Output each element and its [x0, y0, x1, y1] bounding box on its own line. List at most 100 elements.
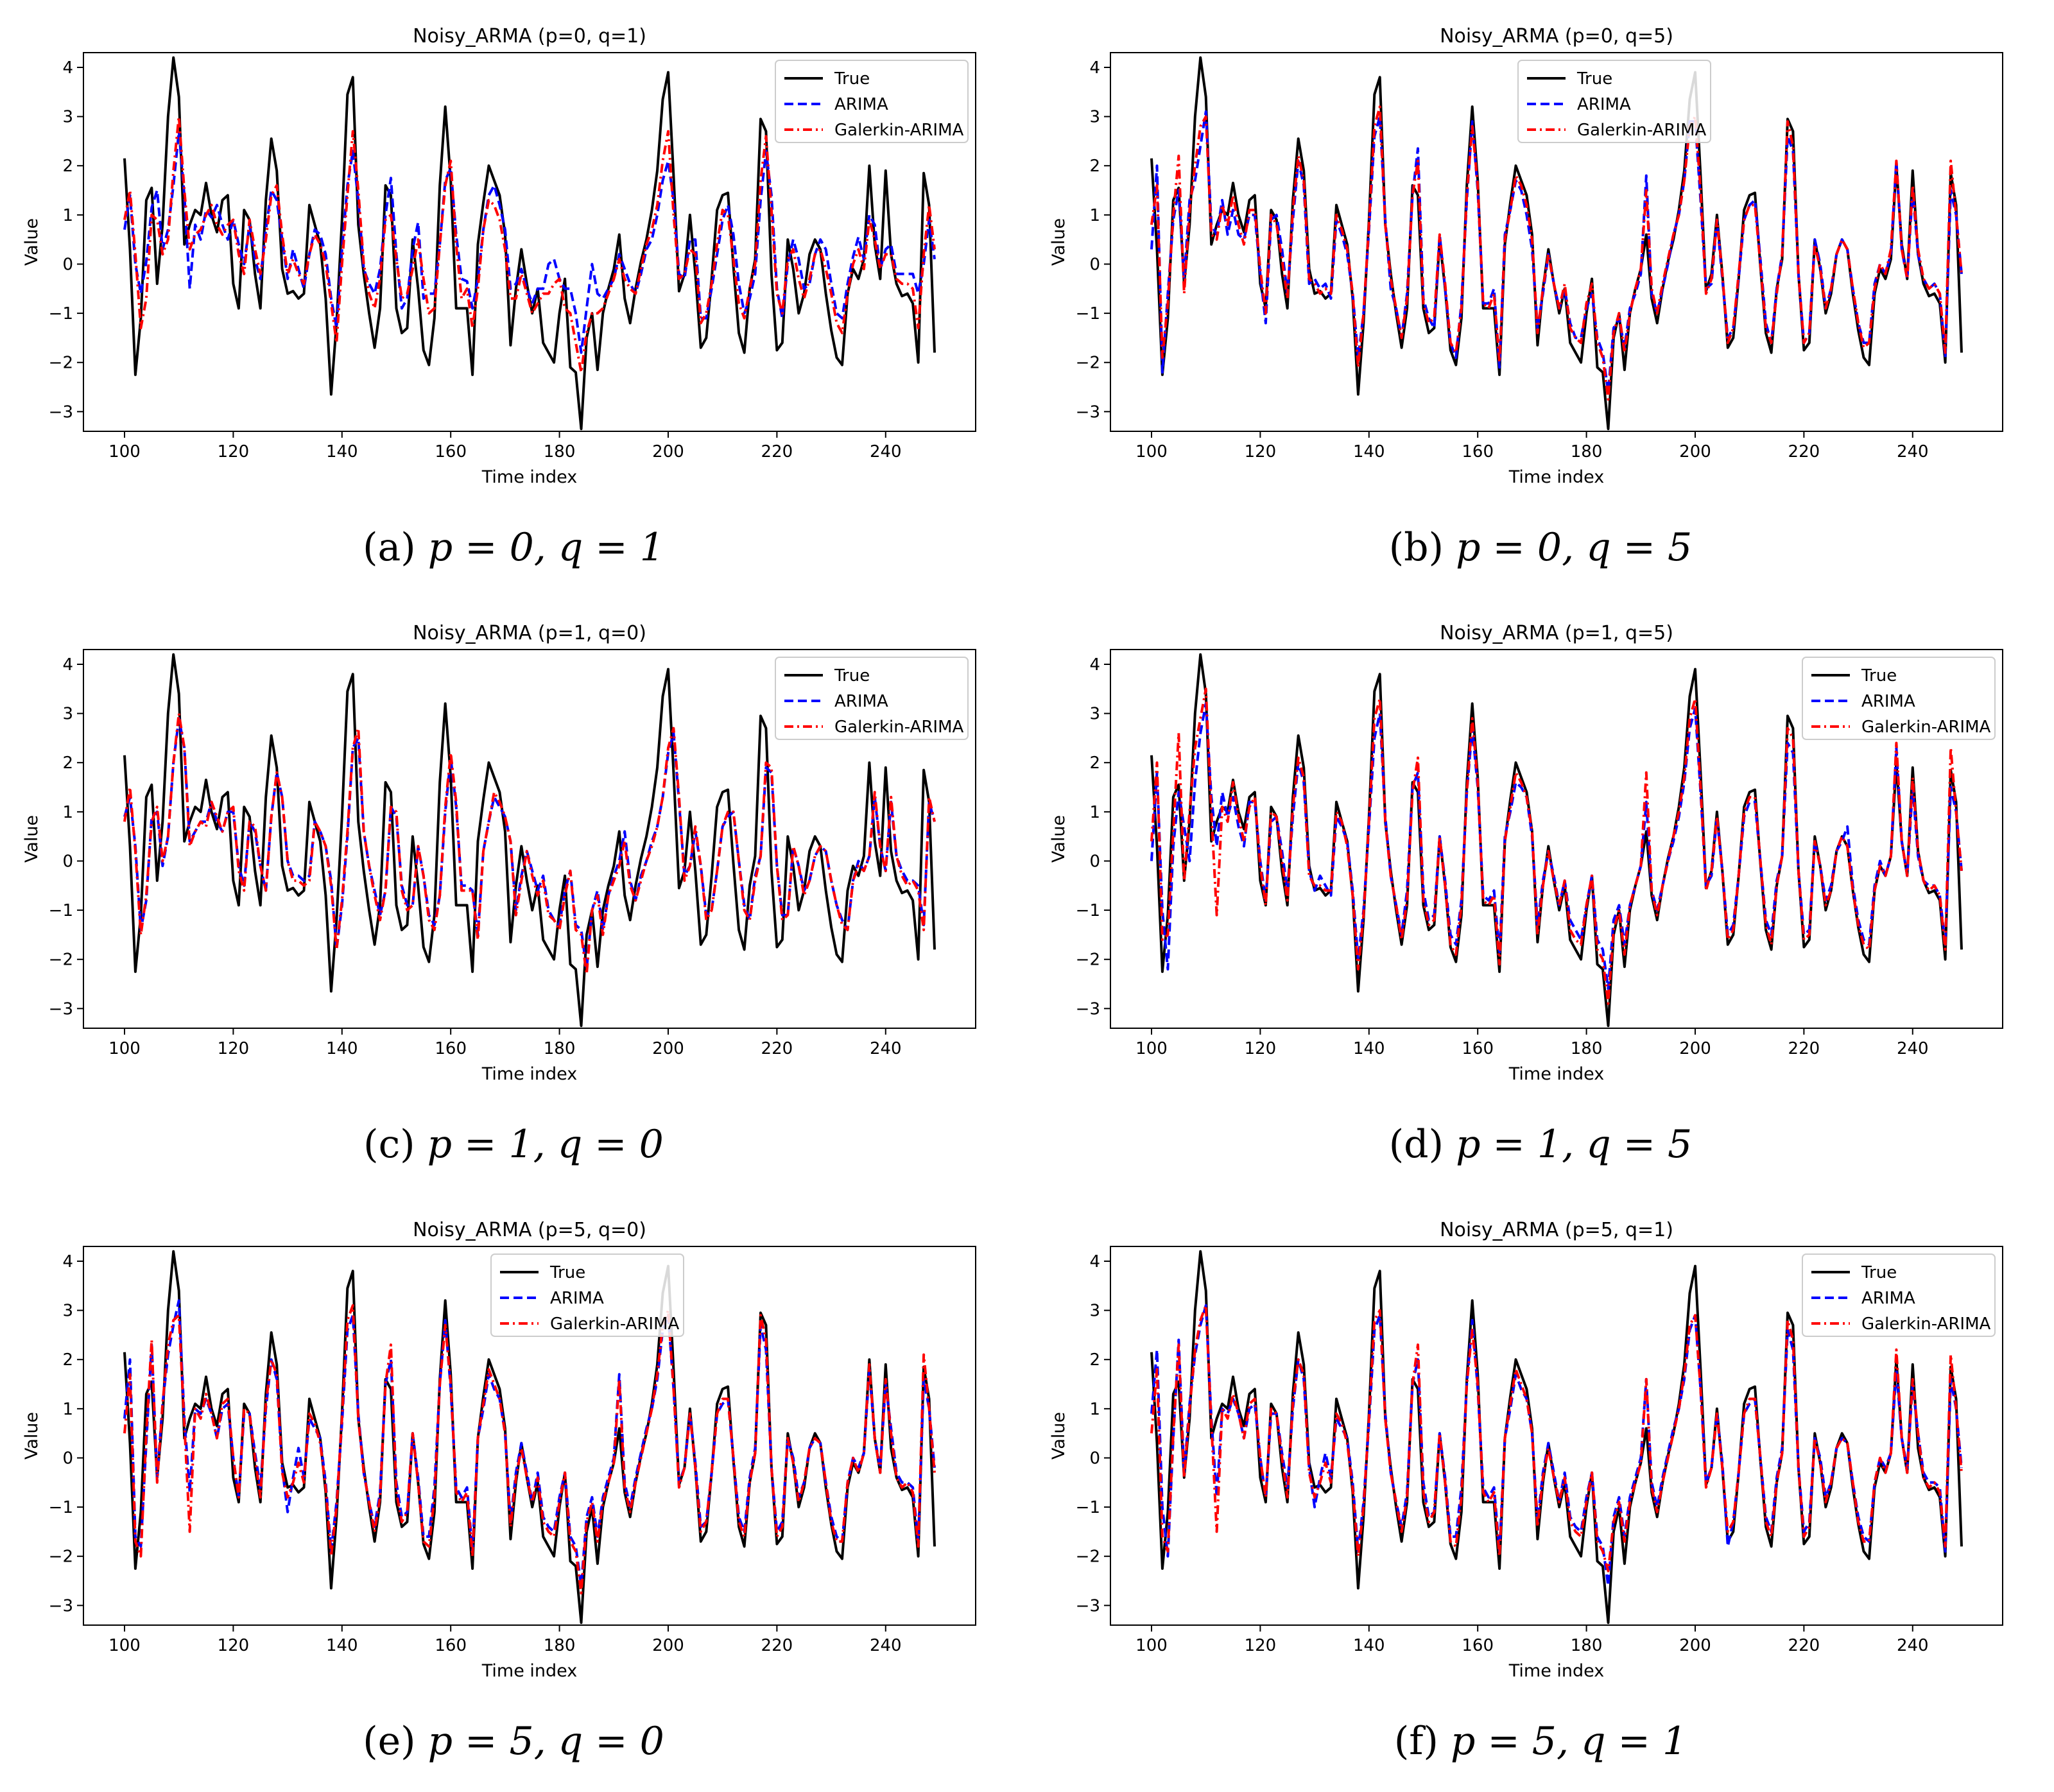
x-tick-label: 120: [1245, 1039, 1277, 1058]
line-chart-e: Noisy_ARMA (p=5, q=0)100 120 140 160 180 200 2…: [22, 1219, 976, 1681]
y-tick-label: 2: [1089, 1350, 1100, 1370]
caption-math: p = 1, q = 5: [1456, 1122, 1693, 1167]
plot-frame: [83, 649, 976, 1029]
x-tick-label: 100: [1135, 442, 1168, 461]
legend-box: [775, 60, 969, 143]
legend-label: ARIMA: [834, 95, 888, 114]
x-tick-label: 180: [1571, 1636, 1603, 1655]
y-tick-label: 0: [1089, 1449, 1100, 1468]
caption-tag: (b): [1388, 525, 1444, 570]
x-axis-label: Time index: [481, 467, 578, 487]
chart-title: Noisy_ARMA (p=1, q=0): [413, 622, 646, 644]
legend-label: True: [1576, 69, 1612, 89]
legend-label: Galerkin-ARIMA: [1861, 718, 1991, 737]
line-chart-b: Noisy_ARMA (p=0, q=5)100 120 140 160 180 200 2…: [1049, 25, 2003, 487]
legend-label: ARIMA: [1861, 692, 1915, 711]
x-tick-label: 100: [108, 1636, 141, 1655]
legend-label: True: [1861, 1263, 1897, 1282]
series-line-galerkin-arima: [1150, 1304, 1963, 1572]
caption-f: (f) p = 5, q = 1: [1027, 1719, 2054, 1764]
y-tick-label: 1: [62, 803, 73, 822]
y-tick-label: 0: [1089, 255, 1100, 274]
y-tick-label: 0: [62, 255, 73, 274]
x-tick-label: 100: [1135, 1039, 1168, 1058]
series-line-galerkin-arima: [123, 712, 936, 976]
x-tick-label: 200: [652, 1039, 684, 1058]
x-tick-label: 220: [761, 1636, 793, 1655]
x-tick-label: 180: [1571, 442, 1603, 461]
chart-panel-d: Noisy_ARMA (p=1, q=5) 100 120 140 160 180 200 2…: [1027, 597, 2054, 1194]
x-tick-label: 120: [218, 1039, 250, 1058]
x-axis-label: Time index: [1508, 1064, 1605, 1084]
x-tick-label: 140: [1353, 442, 1385, 461]
y-tick-label: 2: [62, 1350, 73, 1370]
y-tick-label: 2: [62, 157, 73, 176]
y-tick-label: −3: [49, 999, 73, 1019]
line-chart-f: Noisy_ARMA (p=5, q=1)100 120 140 160 180 200 2…: [1049, 1219, 2003, 1681]
series-line-arima: [1150, 702, 1963, 990]
x-tick-label: 160: [435, 1636, 467, 1655]
line-chart-a: Noisy_ARMA (p=0, q=1)100 120 140 160 180 200 2…: [22, 25, 976, 487]
y-tick-label: 2: [1089, 754, 1100, 773]
x-tick-label: 220: [1788, 1636, 1820, 1655]
x-tick-label: 240: [870, 1636, 902, 1655]
legend-box: [1517, 60, 1711, 143]
x-tick-label: 180: [1571, 1039, 1603, 1058]
line-chart-d: Noisy_ARMA (p=1, q=5)100 120 140 160 180 200 2…: [1049, 622, 2003, 1084]
x-tick-label: 100: [1135, 1636, 1168, 1655]
y-axis-label: Value: [1049, 1412, 1069, 1460]
series-line-arima: [1150, 1304, 1963, 1587]
chart-panel-b: Noisy_ARMA (p=0, q=5) 100 120 140 160 180 200 2…: [1027, 0, 2054, 597]
caption-a: (a) p = 0, q = 1: [0, 525, 1027, 570]
y-tick-label: −1: [1076, 901, 1100, 920]
legend-label: True: [834, 666, 870, 685]
plot-frame: [83, 1246, 976, 1626]
y-tick-label: 3: [62, 108, 73, 127]
chart-title: Noisy_ARMA (p=5, q=1): [1440, 1219, 1673, 1241]
caption-tag: (f): [1394, 1719, 1438, 1764]
caption-d: (d) p = 1, q = 5: [1027, 1122, 2054, 1167]
chart-title: Noisy_ARMA (p=5, q=0): [413, 1219, 646, 1241]
plot-frame: [83, 52, 976, 432]
y-tick-label: 2: [62, 754, 73, 773]
x-tick-label: 200: [1679, 1636, 1711, 1655]
y-tick-label: 4: [62, 655, 73, 675]
y-tick-label: 4: [1089, 58, 1100, 78]
legend-box: [775, 657, 969, 740]
series-line-true: [123, 653, 936, 1028]
y-tick-label: 1: [62, 1400, 73, 1419]
x-tick-label: 220: [761, 1039, 793, 1058]
x-tick-label: 240: [1897, 1039, 1929, 1058]
y-tick-label: −2: [49, 951, 73, 970]
y-tick-label: 0: [62, 1449, 73, 1468]
caption-math: p = 1, q = 0: [427, 1122, 664, 1167]
y-tick-label: −1: [1076, 1498, 1100, 1517]
x-tick-label: 240: [870, 442, 902, 461]
y-axis-label: Value: [22, 218, 42, 266]
caption-tag: (a): [363, 525, 416, 570]
chart-panel-c: Noisy_ARMA (p=1, q=0) 100 120 140 160 180 200 2…: [0, 597, 1027, 1194]
x-tick-label: 240: [1897, 442, 1929, 461]
y-tick-label: −1: [49, 1498, 73, 1517]
legend-box: [1802, 1254, 1996, 1337]
y-tick-label: 1: [1089, 206, 1100, 225]
x-tick-label: 120: [1245, 1636, 1277, 1655]
legend-label: True: [834, 69, 870, 89]
y-tick-label: −1: [49, 901, 73, 920]
x-tick-label: 180: [544, 1039, 576, 1058]
x-axis-label: Time index: [481, 1661, 578, 1681]
y-tick-label: −1: [1076, 304, 1100, 323]
x-tick-label: 100: [108, 1039, 141, 1058]
y-tick-label: −3: [1076, 999, 1100, 1019]
x-axis-label: Time index: [1508, 1661, 1605, 1681]
chart-title: Noisy_ARMA (p=0, q=1): [413, 25, 646, 47]
x-axis-label: Time index: [1508, 467, 1605, 487]
y-tick-label: −3: [1076, 402, 1100, 422]
caption-tag: (e): [363, 1719, 416, 1764]
y-tick-label: −2: [49, 354, 73, 373]
legend-box: [490, 1254, 684, 1337]
legend-label: Galerkin-ARIMA: [1577, 121, 1707, 140]
chart-panel-a: Noisy_ARMA (p=0, q=1) 100 120 140 160 180 200 2…: [0, 0, 1027, 597]
legend-label: ARIMA: [1577, 95, 1631, 114]
y-tick-label: 4: [62, 58, 73, 78]
